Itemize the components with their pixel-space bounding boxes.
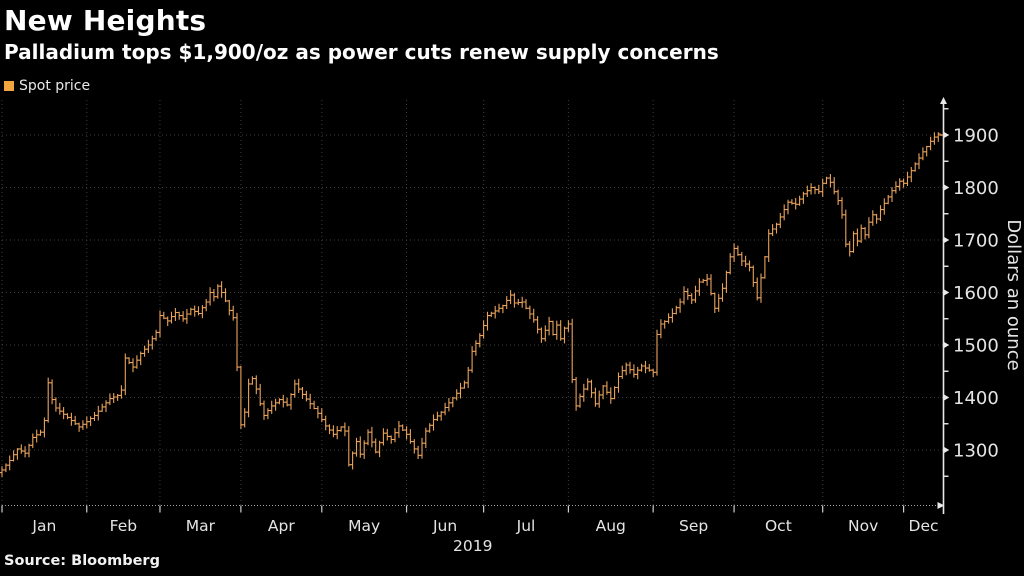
y-axis-tick-marker <box>943 393 950 402</box>
x-axis-month-label: Aug <box>596 517 626 535</box>
y-axis-tick-marker <box>943 341 950 349</box>
x-axis-arrow-icon <box>937 502 945 509</box>
source-attribution: Source: Bloomberg <box>4 553 160 569</box>
y-axis-tick-marker <box>943 131 950 139</box>
y-axis-tick-label: 1800 <box>953 178 999 199</box>
legend: Spot price <box>4 78 90 94</box>
x-axis-month-label: Oct <box>765 517 792 535</box>
legend-label: Spot price <box>19 78 91 94</box>
x-axis-year-label: 2019 <box>453 537 492 555</box>
price-bars-series <box>0 132 941 478</box>
x-axis-month-label: May <box>348 517 380 535</box>
y-axis-tick-label: 1500 <box>953 336 999 357</box>
y-axis-tick-label: 1900 <box>953 126 999 147</box>
x-axis-month-label: Dec <box>909 517 939 535</box>
y-axis-tick-label: 1400 <box>953 388 999 409</box>
x-axis-month-label: Sep <box>679 517 708 535</box>
chart-subtitle: Palladium tops $1,900/oz as power cuts r… <box>4 40 719 64</box>
chart-title: New Heights <box>4 4 207 37</box>
y-axis-tick-marker <box>943 288 950 297</box>
x-axis-month-label: Feb <box>110 517 137 535</box>
x-axis-month-label: Jan <box>31 517 56 535</box>
x-axis-month-label: Jul <box>516 517 536 535</box>
x-axis-month-label: Apr <box>268 517 295 535</box>
y-axis-tick-label: 1700 <box>953 231 999 252</box>
x-axis-month-label: Nov <box>848 517 878 535</box>
y-axis-tick-label: 1300 <box>953 441 999 462</box>
legend-swatch-icon <box>4 81 14 91</box>
x-axis-month-label: Mar <box>186 517 216 535</box>
y-axis-arrow-icon <box>940 97 947 104</box>
y-axis-title: Dollars an ounce <box>1003 219 1024 370</box>
y-axis-tick-marker <box>943 236 950 244</box>
y-axis-tick-marker <box>943 183 950 192</box>
y-axis-tick-marker <box>943 446 950 454</box>
y-axis-tick-label: 1600 <box>953 283 999 304</box>
x-axis-month-label: Jun <box>432 517 457 535</box>
